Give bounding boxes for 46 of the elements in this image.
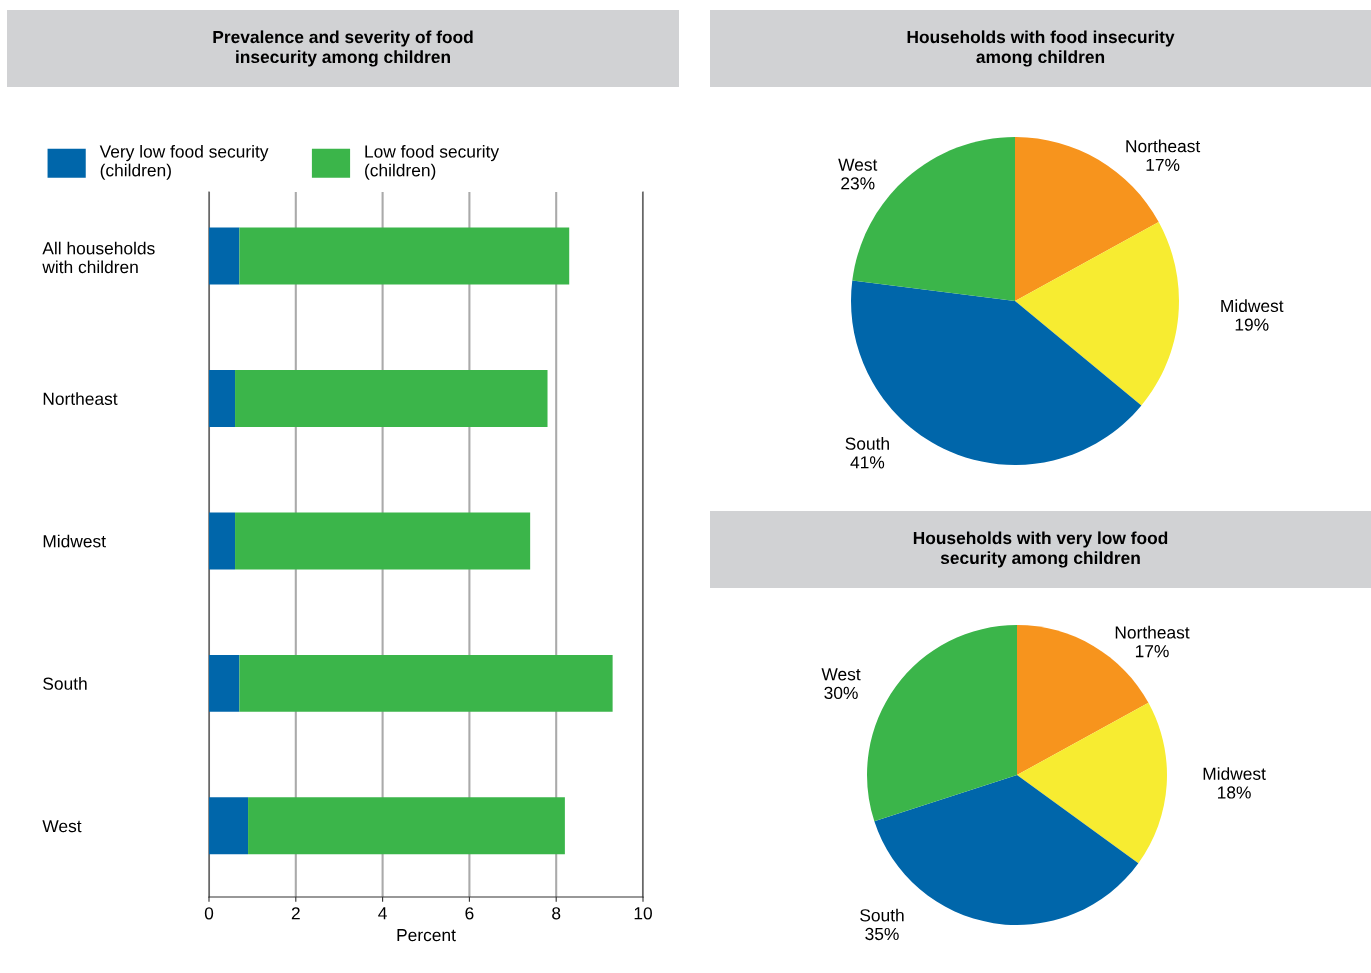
data-label: 17% bbox=[1146, 158, 1180, 171]
bar bbox=[235, 370, 548, 427]
chart-title: Households with food insecurity among children bbox=[907, 30, 1175, 67]
pie-slice bbox=[1015, 221, 1179, 406]
chart-title: Prevalence and severity of food insecurity among children bbox=[213, 30, 473, 67]
pie-slice bbox=[1017, 702, 1167, 864]
bar bbox=[209, 512, 236, 570]
slice-label: South bbox=[860, 908, 904, 922]
slice-label: Northeast bbox=[1126, 139, 1201, 153]
bar bbox=[239, 654, 613, 712]
bar bbox=[235, 512, 531, 570]
x-tick-label: 2 bbox=[291, 907, 300, 920]
data-label: 35% bbox=[865, 927, 899, 941]
x-tick-label: 10 bbox=[634, 907, 652, 920]
bar bbox=[248, 797, 565, 855]
bar bbox=[209, 654, 240, 712]
bar bbox=[209, 797, 249, 855]
data-label: 18% bbox=[1218, 786, 1251, 799]
legend-label: Very low food security (children) bbox=[99, 144, 269, 180]
y-tick-label: All households with children bbox=[42, 241, 155, 274]
y-tick-label: Northeast bbox=[43, 392, 118, 405]
bar bbox=[239, 227, 570, 285]
y-tick-label: Midwest bbox=[43, 534, 106, 548]
slice-label: Midwest bbox=[1221, 299, 1284, 313]
slice-label: West bbox=[838, 158, 878, 171]
slice-label: South bbox=[845, 437, 889, 450]
slice-label: Northeast bbox=[1115, 625, 1190, 639]
chart-title: Households with very low food security among children bbox=[913, 531, 1168, 568]
data-label: 30% bbox=[824, 686, 858, 700]
y-tick-label: South bbox=[43, 677, 87, 690]
bar bbox=[209, 227, 240, 285]
pie-slice bbox=[867, 625, 1017, 822]
slice-label: Midwest bbox=[1203, 767, 1266, 780]
data-label: 17% bbox=[1135, 645, 1169, 658]
slice-label: West bbox=[821, 668, 861, 681]
bar bbox=[209, 370, 236, 427]
x-tick-label: 4 bbox=[378, 907, 387, 920]
x-tick-label: 8 bbox=[552, 907, 561, 920]
data-label: 41% bbox=[850, 456, 885, 469]
x-tick-label: 0 bbox=[204, 907, 214, 920]
x-axis-title: Percent bbox=[397, 929, 456, 942]
data-label: 19% bbox=[1235, 318, 1269, 331]
legend-label: Low food security (children) bbox=[365, 144, 500, 180]
x-tick-label: 6 bbox=[465, 907, 474, 920]
y-tick-label: West bbox=[42, 820, 82, 833]
data-label: 23% bbox=[841, 177, 875, 190]
